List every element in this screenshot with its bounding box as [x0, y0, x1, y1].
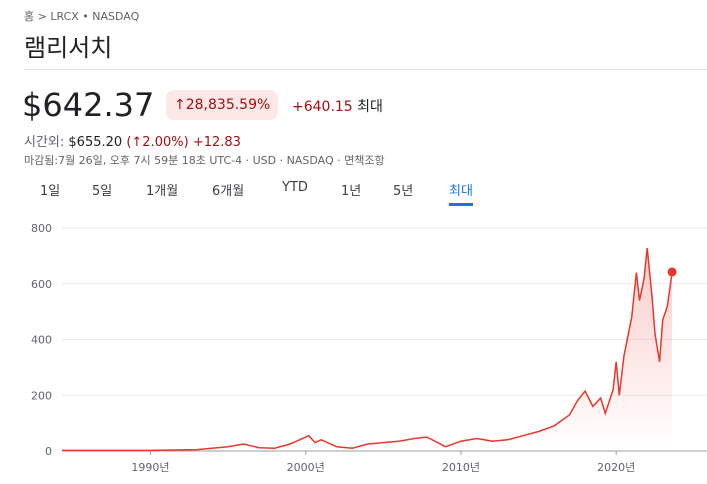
- after-pct: 2.00%): [142, 135, 189, 150]
- range-tab[interactable]: 6개월: [212, 184, 245, 199]
- last-point: [667, 267, 677, 277]
- range-tab[interactable]: 5일: [92, 184, 113, 199]
- divider: [24, 69, 707, 70]
- range-tab[interactable]: 1개월: [146, 184, 179, 199]
- change-badge: ↑28,835.59%: [166, 90, 279, 120]
- change-value: +640.15: [292, 99, 353, 115]
- closed-info: 마감됨:7월 26일, 오후 7시 59분 18초 UTC-4 · USD · …: [24, 154, 385, 167]
- x-tick-label: 1990년: [131, 461, 169, 474]
- after-pct-open: (: [126, 135, 132, 150]
- x-tick-label: 2000년: [287, 461, 325, 474]
- range-tab[interactable]: YTD: [282, 180, 308, 195]
- change-period: 최대: [357, 99, 383, 115]
- breadcrumb: 홈 > LRCX • NASDAQ: [24, 10, 140, 23]
- breadcrumb-home[interactable]: 홈: [24, 10, 35, 23]
- price: $642.37: [22, 86, 155, 124]
- range-tab[interactable]: 1일: [40, 184, 61, 199]
- range-tab[interactable]: 5년: [393, 184, 414, 199]
- y-tick-label: 200: [31, 389, 52, 402]
- after-hours: 시간외: $655.20 (↑2.00%) +12.83: [24, 135, 241, 150]
- range-tab[interactable]: 1년: [341, 184, 362, 199]
- range-tab[interactable]: 최대: [449, 180, 473, 206]
- y-tick-label: 400: [31, 334, 52, 347]
- area: [62, 248, 673, 451]
- y-tick-label: 600: [31, 278, 52, 291]
- change: +640.15 최대: [292, 96, 383, 116]
- x-tick-label: 2010년: [442, 461, 480, 474]
- price-line: [62, 248, 673, 452]
- after-change: +12.83: [192, 135, 241, 150]
- after-label: 시간외:: [24, 135, 65, 150]
- y-tick-label: 0: [45, 445, 52, 458]
- chart: 0 200 400 600 800 1990년 2000년 2010년 2020년: [31, 222, 707, 474]
- change-pct: 28,835.59%: [185, 97, 271, 113]
- title: 램리서치: [24, 34, 113, 62]
- x-tick-label: 2020년: [597, 461, 635, 474]
- y-tick-label: 800: [31, 222, 52, 235]
- after-price: $655.20: [68, 135, 123, 150]
- breadcrumb-ticker[interactable]: LRCX • NASDAQ: [50, 10, 140, 23]
